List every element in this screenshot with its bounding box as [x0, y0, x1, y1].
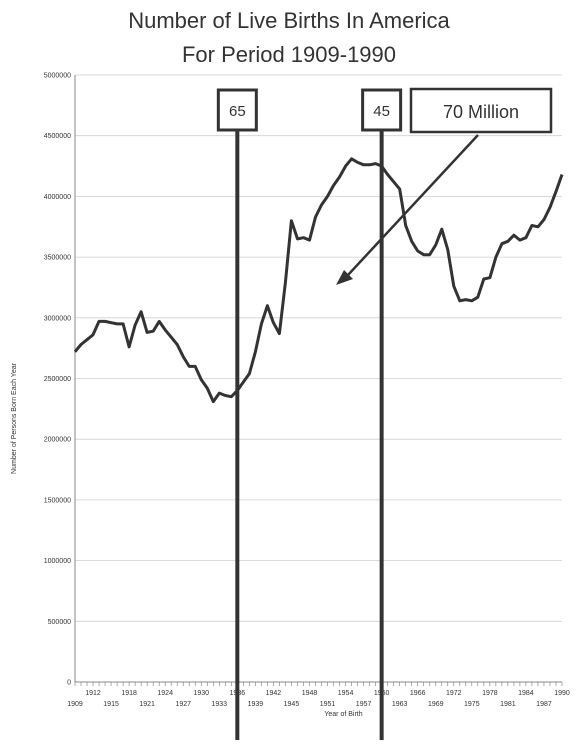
x-tick-label: 1963: [392, 701, 408, 708]
x-tick-label: 1987: [536, 701, 552, 708]
marker-label: 65: [229, 103, 246, 120]
marker-group: 65 45: [216, 88, 403, 740]
y-tick-label: 0: [67, 680, 71, 687]
x-tick-label: 1939: [248, 701, 264, 708]
x-tick-label: 1915: [103, 701, 119, 708]
y-tick-labels: 0 500000 1000000 1500000 2000000 2500000 30000…: [44, 73, 71, 687]
x-tick-label: 1933: [212, 701, 228, 708]
x-tick-labels: 1912191819241930193619421948195419601966…: [67, 690, 570, 708]
x-tick-label: 1927: [175, 701, 191, 708]
chart-title: Number of Live Births In America: [128, 8, 450, 33]
x-tick-label: 1948: [302, 690, 318, 697]
y-tick-label: 3500000: [44, 255, 71, 262]
x-tick-label: 1951: [320, 701, 336, 708]
x-tick-label: 1975: [464, 701, 480, 708]
y-tick-label: 2500000: [44, 376, 71, 383]
annotation-label: 70 Million: [443, 102, 519, 122]
x-axis-label: Year of Birth: [324, 711, 362, 718]
y-tick-label: 4000000: [44, 194, 71, 201]
grid-lines: [75, 74, 562, 622]
annotation-box: [409, 87, 553, 134]
y-tick-label: 500000: [48, 619, 71, 626]
axes: [74, 75, 563, 686]
annotation-arrow-shaft: [347, 134, 479, 276]
y-axis-label: Number of Persons Born Each Year: [11, 362, 18, 474]
x-tick-label: 1981: [500, 701, 516, 708]
marker-box: [361, 88, 403, 132]
x-tick-label: 1909: [67, 701, 83, 708]
x-tick-label: 1957: [356, 701, 372, 708]
x-tick-label: 1912: [85, 690, 101, 697]
x-tick-label: 1942: [266, 690, 282, 697]
y-tick-label: 4500000: [44, 133, 71, 140]
x-tick-label: 1945: [284, 701, 300, 708]
y-tick-label: 1500000: [44, 497, 71, 504]
y-tick-label: 1000000: [44, 558, 71, 565]
y-tick-label: 3000000: [44, 315, 71, 322]
x-tick-label: 1918: [121, 690, 137, 697]
x-tick-label: 1924: [157, 690, 173, 697]
y-tick-label: 5000000: [44, 73, 71, 80]
x-tick-label: 1969: [428, 701, 444, 708]
annotation-group: 70 Million: [336, 87, 553, 285]
y-tick-label: 2000000: [44, 437, 71, 444]
chart-subtitle: For Period 1909-1990: [181, 42, 397, 67]
marker-label: 45: [373, 103, 390, 120]
x-tick-label: 1990: [554, 690, 570, 697]
x-tick-label: 1966: [410, 690, 426, 697]
x-tick-label: 1921: [139, 701, 155, 708]
series-line: [73, 157, 564, 404]
x-tick-label: 1954: [338, 690, 354, 697]
x-tick-label: 1930: [193, 690, 209, 697]
marker-box: [216, 88, 258, 132]
annotation-arrow-head: [336, 270, 353, 285]
x-tick-label: 1978: [482, 690, 498, 697]
x-tick-label: 1984: [518, 690, 534, 697]
x-tick-label: 1972: [446, 690, 462, 697]
series-group: [73, 157, 564, 404]
